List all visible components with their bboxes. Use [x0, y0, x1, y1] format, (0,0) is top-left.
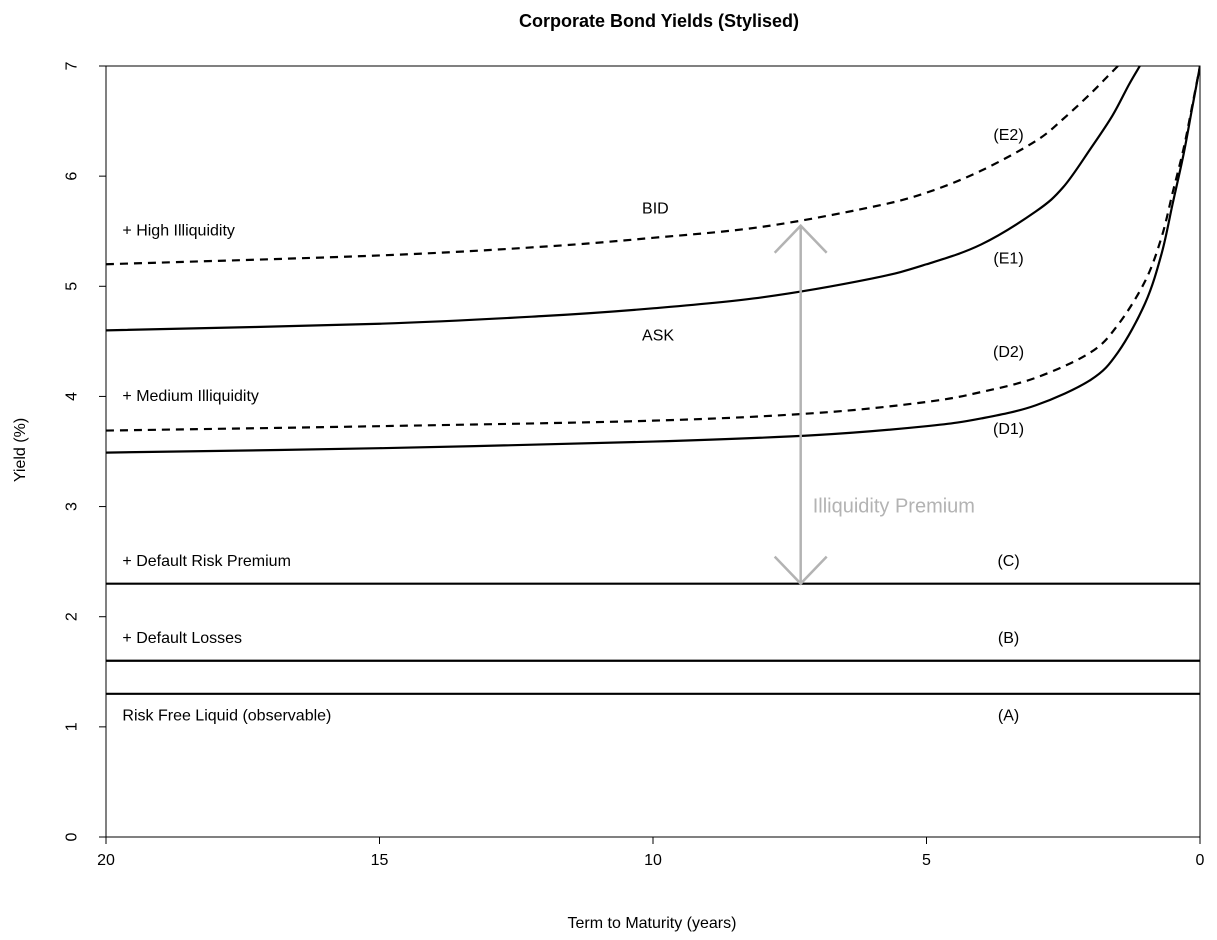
chart-title: Corporate Bond Yields (Stylised)	[519, 11, 799, 31]
y-tick-label: 3	[64, 502, 81, 511]
premium-arrow-head-top	[773, 223, 828, 254]
annotation-label: (E1)	[993, 250, 1023, 267]
annotation-label: Risk Free Liquid (observable)	[122, 707, 331, 724]
x-tick-label: 10	[644, 852, 662, 869]
annotation-label: (C)	[997, 553, 1019, 570]
y-tick-label: 2	[64, 612, 81, 621]
y-tick-label: 5	[64, 282, 81, 291]
annotation-label: (A)	[998, 707, 1019, 724]
annotation-label: + High Illiquidity	[122, 223, 235, 240]
x-tick-label: 5	[922, 852, 931, 869]
y-tick-label: 0	[64, 832, 81, 841]
x-axis-title: Term to Maturity (years)	[568, 915, 737, 932]
annotation-label: (D1)	[993, 421, 1024, 438]
illiquidity-premium-arrow	[773, 223, 828, 586]
annotation-label: + Medium Illiquidity	[122, 388, 259, 405]
annotation-label: + Default Losses	[122, 630, 242, 647]
annotation-label: (E2)	[993, 127, 1023, 144]
y-tick-label: 4	[64, 392, 81, 401]
y-tick-label: 7	[64, 61, 81, 70]
annotation-label: + Default Risk Premium	[122, 553, 291, 570]
y-tick-label: 1	[64, 722, 81, 731]
series-line-e2	[106, 66, 1119, 266]
annotation-label: (D2)	[993, 344, 1024, 361]
y-axis: 0 1 2 3 4 5 6 7	[64, 61, 106, 841]
x-tick-label: 20	[97, 852, 115, 869]
annotation-label: BID	[642, 201, 669, 218]
x-tick-label: 15	[371, 852, 389, 869]
series-line-d1	[106, 66, 1200, 454]
series-group	[106, 66, 1200, 695]
annotation-label: ASK	[642, 327, 674, 344]
y-axis-title: Yield (%)	[12, 418, 29, 482]
annotations: + High Illiquidity BID ASK + Medium Illiqui…	[122, 127, 1024, 724]
x-axis: 20 15 10 5 0	[97, 836, 1205, 869]
series-line-d2	[106, 66, 1200, 432]
premium-arrow-head-bottom	[773, 555, 828, 586]
annotation-label: (B)	[998, 630, 1019, 647]
illiquidity-premium-label: Illiquidity Premium	[813, 496, 975, 518]
series-line-e1	[106, 66, 1141, 332]
y-tick-label: 6	[64, 172, 81, 181]
x-tick-label: 0	[1196, 852, 1205, 869]
plot-area: 20 15 10 5 0 0 1 2 3 4 5 6 7 + High Illiquidity BID ASK…	[64, 61, 1205, 869]
